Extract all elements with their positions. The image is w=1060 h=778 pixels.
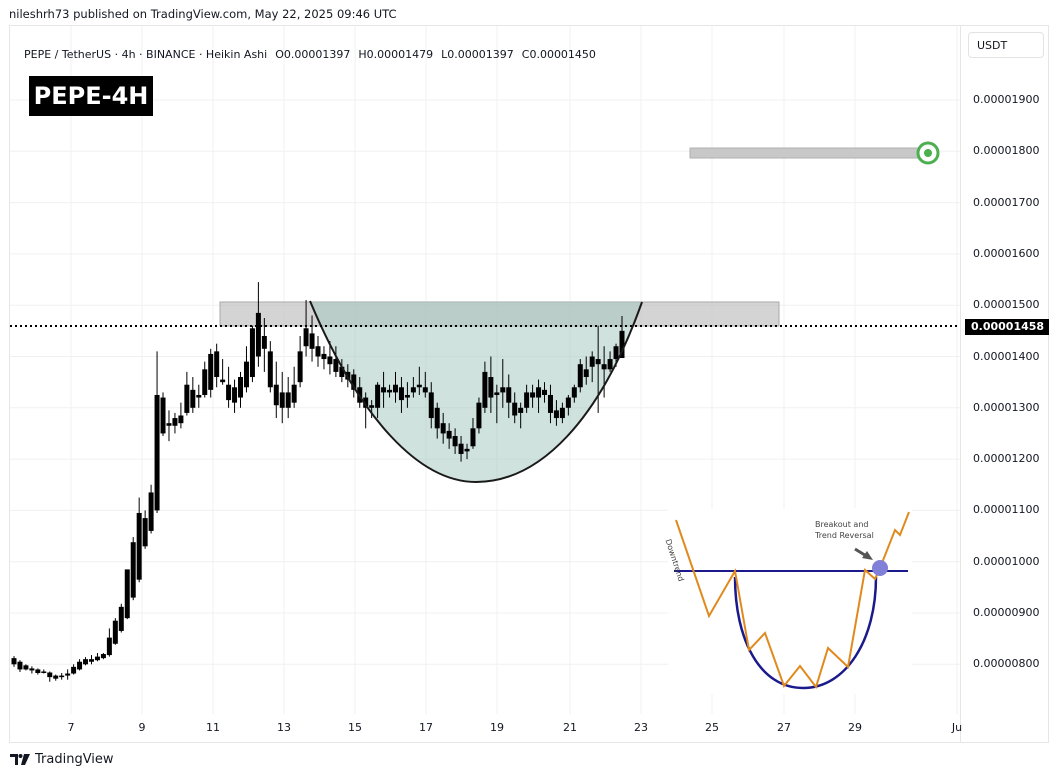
time-tick: 29 (848, 721, 862, 734)
time-tick: 13 (277, 721, 291, 734)
price-tick: 0.00001800 (973, 144, 1040, 158)
cup-pattern-inset (668, 508, 912, 694)
price-tick: 0.00001200 (973, 452, 1040, 466)
price-tick: 0.00001000 (973, 554, 1040, 568)
candlestick-series (11, 282, 625, 682)
tradingview-logo-icon (10, 754, 30, 765)
ohlc-open: O0.00001397 (275, 48, 351, 61)
time-tick: 9 (138, 721, 146, 734)
time-tick: 11 (206, 721, 220, 734)
cup-pattern-curve[interactable] (309, 300, 643, 484)
symbol-info: PEPE / TetherUS · 4h · BINANCE · Heikin … (24, 48, 268, 61)
time-tick: 17 (419, 721, 433, 734)
chart-plot-area[interactable] (10, 26, 960, 714)
ohlc-low: L0.00001397 (441, 48, 514, 61)
inset-cup-curve (733, 576, 878, 690)
target-icon[interactable] (916, 141, 940, 165)
inset-breakout-label-2: Trend Reversal (815, 531, 874, 540)
inset-price-line (675, 511, 910, 690)
time-tick: Ju (951, 721, 963, 734)
ohlc-high: H0.00001479 (358, 48, 434, 61)
chart-frame (9, 25, 1049, 743)
price-tick: 0.00001400 (973, 349, 1040, 363)
price-tick: 0.00001700 (973, 195, 1040, 209)
inset-breakout-dot (872, 560, 888, 576)
price-tick: 0.00001300 (973, 400, 1040, 414)
time-tick: 25 (705, 721, 719, 734)
cup-pattern-fill (310, 301, 642, 482)
tradingview-logo[interactable]: TradingView (10, 752, 114, 767)
price-tick: 0.00001900 (973, 93, 1040, 106)
price-scale[interactable] (960, 26, 1049, 742)
publish-info: nileshrh73 published on TradingView.com,… (9, 7, 397, 21)
price-tick: 0.00001600 (973, 246, 1040, 260)
symbol-legend[interactable]: PEPE / TetherUS · 4h · BINANCE · Heikin … (17, 35, 604, 61)
current-price-tag: 0.00001458 (965, 319, 1049, 335)
chart-title-badge: PEPE-4H (29, 76, 153, 116)
time-tick: 27 (777, 721, 791, 734)
time-tick: 19 (490, 721, 504, 734)
time-tick: 21 (563, 721, 577, 734)
time-tick: 7 (67, 721, 75, 734)
inset-breakout-label-1: Breakout and (815, 520, 869, 529)
price-tick: 0.00001100 (973, 503, 1040, 517)
price-tick: 0.00000800 (973, 657, 1040, 671)
time-tick: 15 (348, 721, 362, 734)
ohlc-close: C0.00001450 (521, 48, 596, 61)
time-tick: 23 (634, 721, 648, 734)
target-zone[interactable] (689, 147, 929, 159)
price-tick: 0.00001500 (973, 298, 1040, 312)
tradingview-brand: TradingView (35, 752, 114, 767)
currency-unit-button[interactable]: USDT (968, 32, 1044, 58)
price-tick: 0.00000900 (973, 606, 1040, 619)
